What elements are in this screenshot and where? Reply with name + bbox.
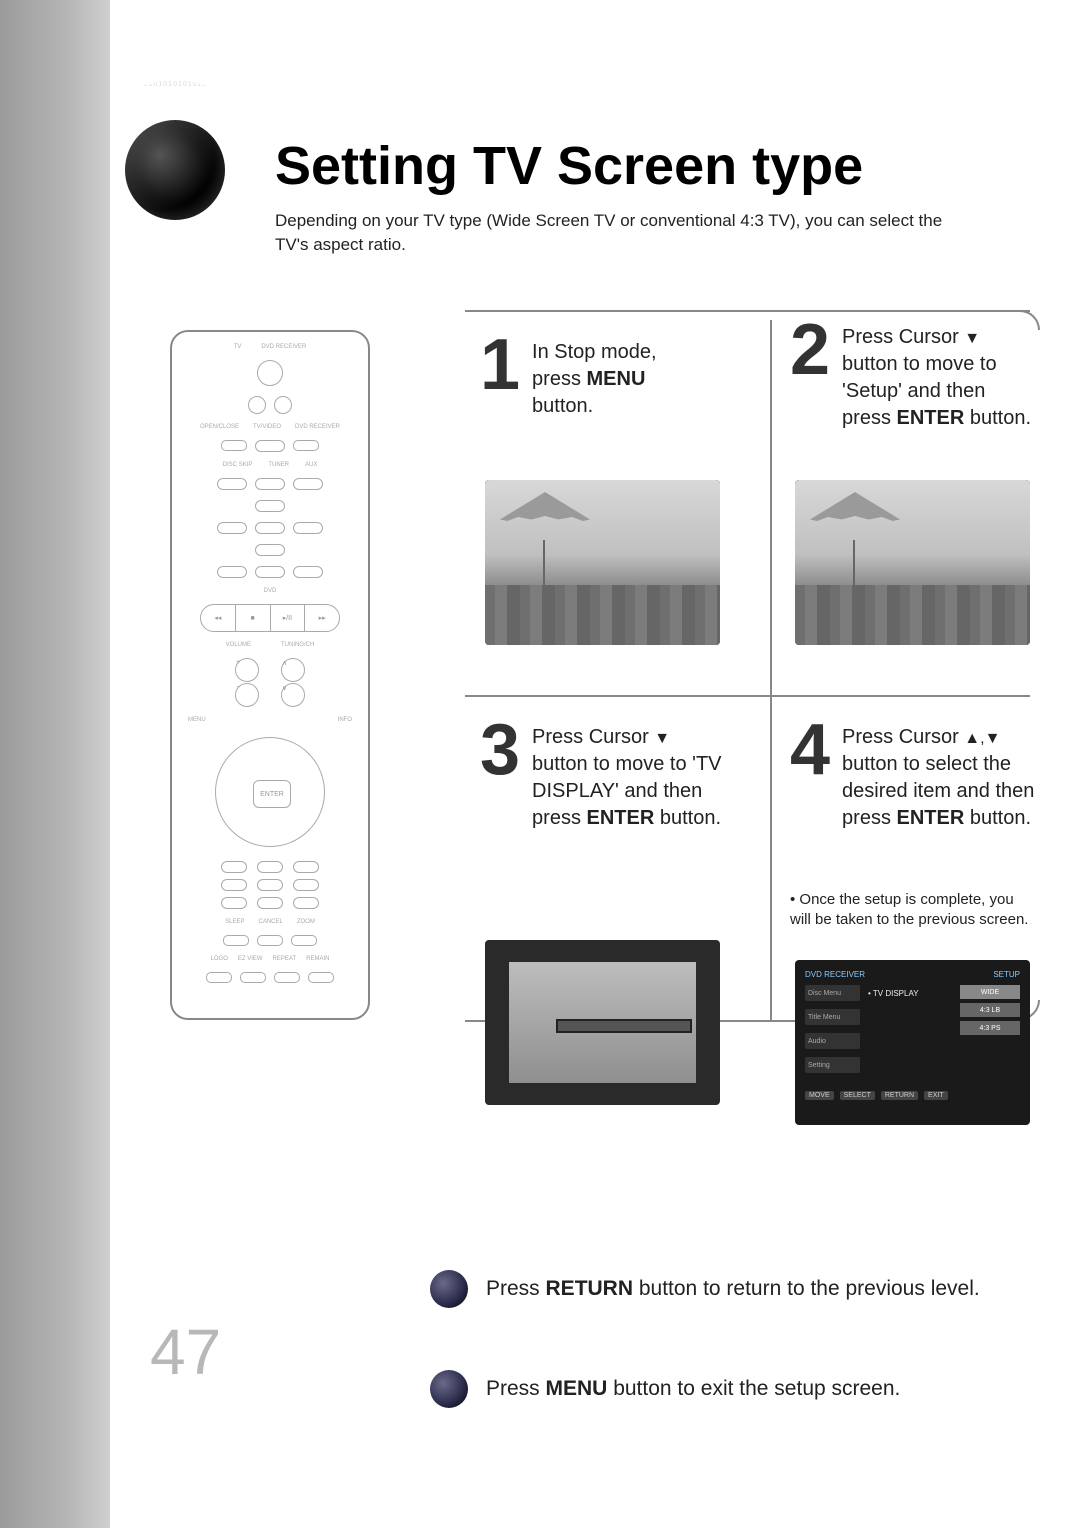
step-4: 4 Press Cursor ▲,▼ button to select the … [790,720,1034,832]
divider [465,695,1030,697]
tv-preview-2 [795,480,1030,645]
page-number: 47 [150,1315,221,1389]
tv-preview-3 [485,940,720,1105]
step-text: Press Cursor ▼ button to move to 'Setup'… [842,320,1031,432]
divider [770,320,772,1020]
page-title: Setting TV Screen type [275,135,955,197]
step-text: In Stop mode, press MENU button. [532,335,657,420]
step-note: Once the setup is complete, you will be … [790,890,1035,931]
down-arrow-icon: ▼ [964,330,980,347]
step-number: 3 [480,720,520,781]
page-subtitle: Depending on your TV type (Wide Screen T… [275,209,955,257]
footer-return: Press RETURN button to return to the pre… [430,1270,980,1308]
step-text: Press Cursor ▲,▼ button to select the de… [842,720,1034,832]
step-1: 1 In Stop mode, press MENU button. [480,335,657,420]
step-2: 2 Press Cursor ▼ button to move to 'Setu… [790,320,1031,432]
step-text: Press Cursor ▼ button to move to 'TV DIS… [532,720,721,832]
manual-page: 0101010101010101010101010101010101010101… [0,0,1080,1528]
title-block: Setting TV Screen type Depending on your… [275,135,955,257]
footer-text: Press RETURN button to return to the pre… [486,1277,980,1301]
step-number: 4 [790,720,830,781]
footer-menu: Press MENU button to exit the setup scre… [430,1370,900,1408]
bullet-icon [430,1270,468,1308]
bullet-icon [430,1370,468,1408]
step-number: 1 [480,335,520,396]
remote-illustration: TVDVD RECEIVER OPEN/CLOSETV/VIDEODVD REC… [170,330,370,1020]
updown-arrow-icon: ▲,▼ [964,730,1000,747]
step-3: 3 Press Cursor ▼ button to move to 'TV D… [480,720,722,832]
divider [465,310,1030,320]
step-number: 2 [790,320,830,381]
tv-preview-1 [485,480,720,645]
speaker-graphic: 0101010101010101010101010101010101010101… [85,80,265,260]
footer-text: Press MENU button to exit the setup scre… [486,1377,900,1401]
down-arrow-icon: ▼ [654,730,670,747]
setup-menu-preview: DVD RECEIVERSETUP Disc Menu Title Menu A… [795,960,1030,1125]
